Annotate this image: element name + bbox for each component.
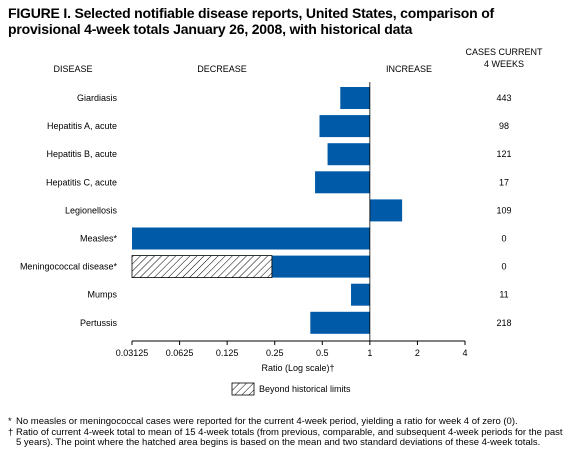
x-tick-label-0: 0.03125	[116, 348, 149, 358]
bar-5	[132, 227, 370, 250]
category-label-5: Measles*	[80, 234, 118, 244]
figure-title: FIGURE I. Selected notifiable disease re…	[8, 5, 495, 37]
footnotes: * No measles or meningococcal cases were…	[8, 416, 563, 449]
footnote-2: † Ratio of current 4-week total to mean …	[8, 426, 563, 449]
footnote-1-text: No measles or meningococcal cases were r…	[16, 416, 518, 427]
footnote-2-mark: †	[8, 426, 14, 438]
x-tick-label-5: 1	[367, 348, 372, 358]
x-tick-label-7: 4	[462, 348, 467, 358]
footnote-1-mark: *	[8, 416, 12, 427]
cases-value-7: 11	[499, 290, 508, 300]
category-label-3: Hepatitis C, acute	[46, 177, 117, 187]
bar-4	[369, 199, 403, 222]
cases-value-8: 218	[496, 318, 511, 328]
bar-hatch-6	[131, 255, 273, 279]
category-label-2: Hepatitis B, acute	[46, 149, 117, 159]
bars-layer: Giardiasis 443 Hepatitis A, acute 98 Hepatit…	[20, 87, 512, 334]
cases-value-3: 17	[499, 177, 509, 187]
category-label-6: Meningococcal disease*	[20, 262, 118, 272]
x-axis-label: Ratio (Log scale)†	[261, 363, 334, 373]
x-tick-label-1: 0.0625	[166, 348, 194, 358]
legend-swatch	[231, 382, 255, 396]
category-label-0: Giardiasis	[77, 93, 118, 103]
footnote-2-text: Ratio of current 4-week total to mean of…	[16, 426, 563, 448]
x-tick-label-2: 0.125	[216, 348, 239, 358]
x-axis: 0.03125 0.0625 0.125 0.25 0.5 1 2 4	[116, 82, 468, 358]
header-disease: DISEASE	[53, 64, 92, 74]
category-label-8: Pertussis	[80, 318, 118, 328]
bar-8	[310, 311, 370, 334]
bar-2	[327, 143, 370, 166]
bar-0	[340, 87, 370, 109]
bar-7	[351, 283, 370, 306]
header-decrease: DECREASE	[197, 64, 247, 74]
cases-value-6: 0	[501, 262, 506, 272]
category-label-4: Legionellosis	[65, 205, 118, 215]
cases-value-1: 98	[499, 121, 509, 131]
bar-3	[315, 171, 370, 194]
cases-value-4: 109	[496, 205, 511, 215]
header-cases-line1: CASES CURRENT	[465, 47, 543, 57]
footnote-1: * No measles or meningococcal cases were…	[8, 416, 563, 428]
category-label-1: Hepatitis A, acute	[47, 121, 117, 131]
x-tick-label-3: 0.25	[266, 348, 284, 358]
cases-value-2: 121	[496, 149, 511, 159]
x-tick-label-4: 0.5	[316, 348, 329, 358]
header-increase: INCREASE	[386, 64, 432, 74]
x-tick-label-6: 2	[415, 348, 420, 358]
cases-value-0: 443	[496, 93, 511, 103]
cases-value-5: 0	[501, 234, 506, 244]
category-label-7: Mumps	[87, 290, 117, 300]
bar-1	[319, 115, 370, 138]
legend-label: Beyond historical limits	[259, 384, 351, 394]
header-cases-line2: 4 WEEKS	[484, 59, 524, 69]
